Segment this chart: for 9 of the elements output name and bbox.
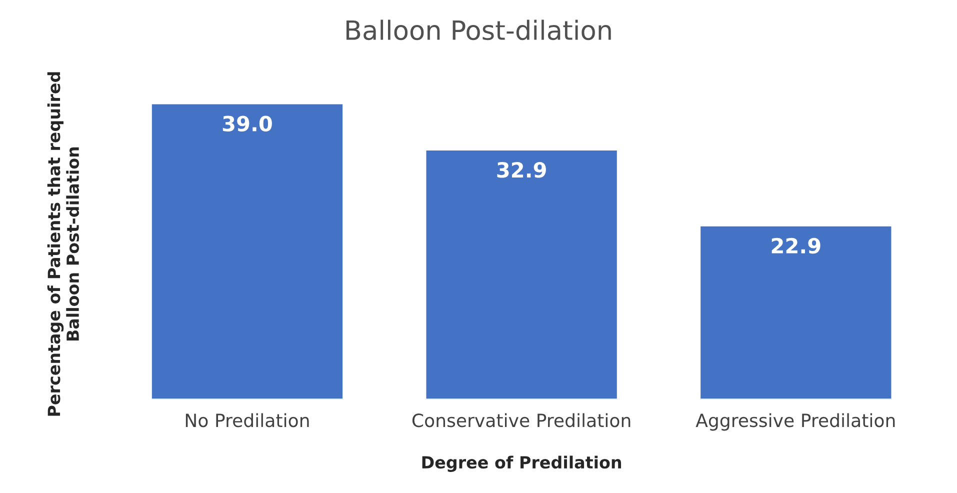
chart-title: Balloon Post-dilation bbox=[346, 20, 611, 40]
x-axis-title: Degree of Predilation bbox=[422, 456, 622, 472]
y-axis-title: Percentage of Patients that required Balloon Post-dilation bbox=[47, 72, 80, 416]
x-tick-label: No Predilation bbox=[186, 413, 309, 428]
data-label: 39.0 bbox=[222, 116, 272, 132]
data-label: 32.9 bbox=[497, 162, 546, 178]
x-tick-label: Aggressive Predilation bbox=[696, 413, 895, 431]
data-label: 22.9 bbox=[772, 238, 820, 254]
x-tick-label: Conservative Predilation bbox=[412, 413, 630, 428]
